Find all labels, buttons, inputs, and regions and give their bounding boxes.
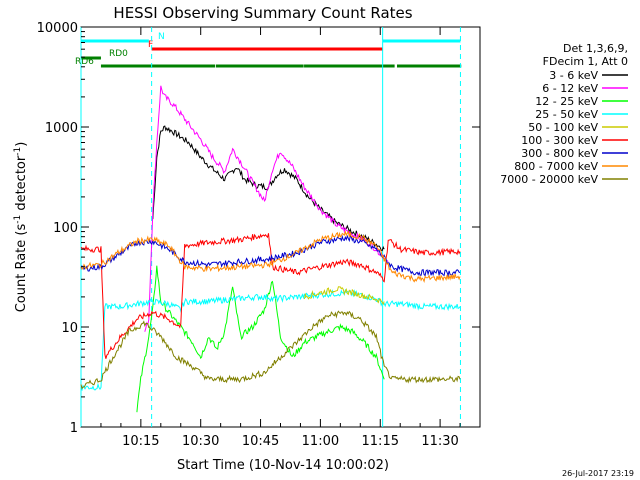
series-line-5 xyxy=(80,233,461,359)
chart-title: HESSI Observing Summary Count Rates xyxy=(113,4,412,22)
legend-label-5: 100 - 300 keV xyxy=(521,134,598,147)
y-tick-label-4: 10000 xyxy=(37,21,78,36)
series-line-4 xyxy=(303,286,385,306)
x-tick-label-1: 10:30 xyxy=(182,434,219,449)
legend-label-3: 25 - 50 keV xyxy=(535,108,598,121)
y-tick-label-1: 10 xyxy=(61,321,78,336)
legend-header-line-2: FDecim 1, Att 0 xyxy=(543,55,628,68)
x-tick-label-3: 11:00 xyxy=(302,434,339,449)
legend-label-2: 12 - 25 keV xyxy=(535,95,598,108)
x-axis-label: Start Time (10-Nov-14 10:00:02) xyxy=(177,458,389,473)
legend-label-7: 800 - 7000 keV xyxy=(514,160,598,173)
y-axis: 1 10 100 1000 10000 xyxy=(37,21,480,436)
y-axis-label: Count Rate (s-1 detector-1) xyxy=(13,142,29,313)
state-bar-label-f: F xyxy=(148,40,153,50)
x-tick-label-2: 10:45 xyxy=(242,434,279,449)
instrument-state-bars: NF RD0 RD6 xyxy=(75,32,462,68)
y-tick-label-0: 1 xyxy=(70,421,78,436)
footer-timestamp: 26-Jul-2017 23:19 xyxy=(562,469,634,478)
legend-label-0: 3 - 6 keV xyxy=(549,69,598,82)
y-tick-label-2: 100 xyxy=(53,221,78,236)
plot-frame xyxy=(80,26,481,428)
series-line-7 xyxy=(80,230,461,283)
legend-label-4: 50 - 100 keV xyxy=(528,121,598,134)
state-bar-label-rd6: RD6 xyxy=(75,57,94,67)
state-bar-label-n: N xyxy=(158,32,165,42)
x-tick-label-0: 10:15 xyxy=(122,434,159,449)
legend: Det 1,3,6,9, FDecim 1, Att 0 3 - 6 keV6 … xyxy=(500,42,628,186)
y-tick-label-3: 1000 xyxy=(45,121,78,136)
x-tick-label-5: 11:30 xyxy=(421,434,458,449)
x-tick-label-4: 11:15 xyxy=(362,434,399,449)
series-line-1 xyxy=(144,85,389,332)
state-bar-label-rd0: RD0 xyxy=(109,49,128,59)
legend-label-6: 300 - 800 keV xyxy=(521,147,598,160)
legend-label-1: 6 - 12 keV xyxy=(542,82,598,95)
series-line-2 xyxy=(136,265,385,413)
series-line-3 xyxy=(80,288,461,392)
x-axis: 10:15 10:30 10:45 11:00 11:15 11:30 xyxy=(100,27,461,449)
series-line-8 xyxy=(80,310,461,390)
series-line-6 xyxy=(80,234,461,278)
legend-header-line-1: Det 1,3,6,9, xyxy=(563,42,628,55)
legend-label-8: 7000 - 20000 keV xyxy=(500,173,598,186)
count-rate-series xyxy=(80,85,461,413)
